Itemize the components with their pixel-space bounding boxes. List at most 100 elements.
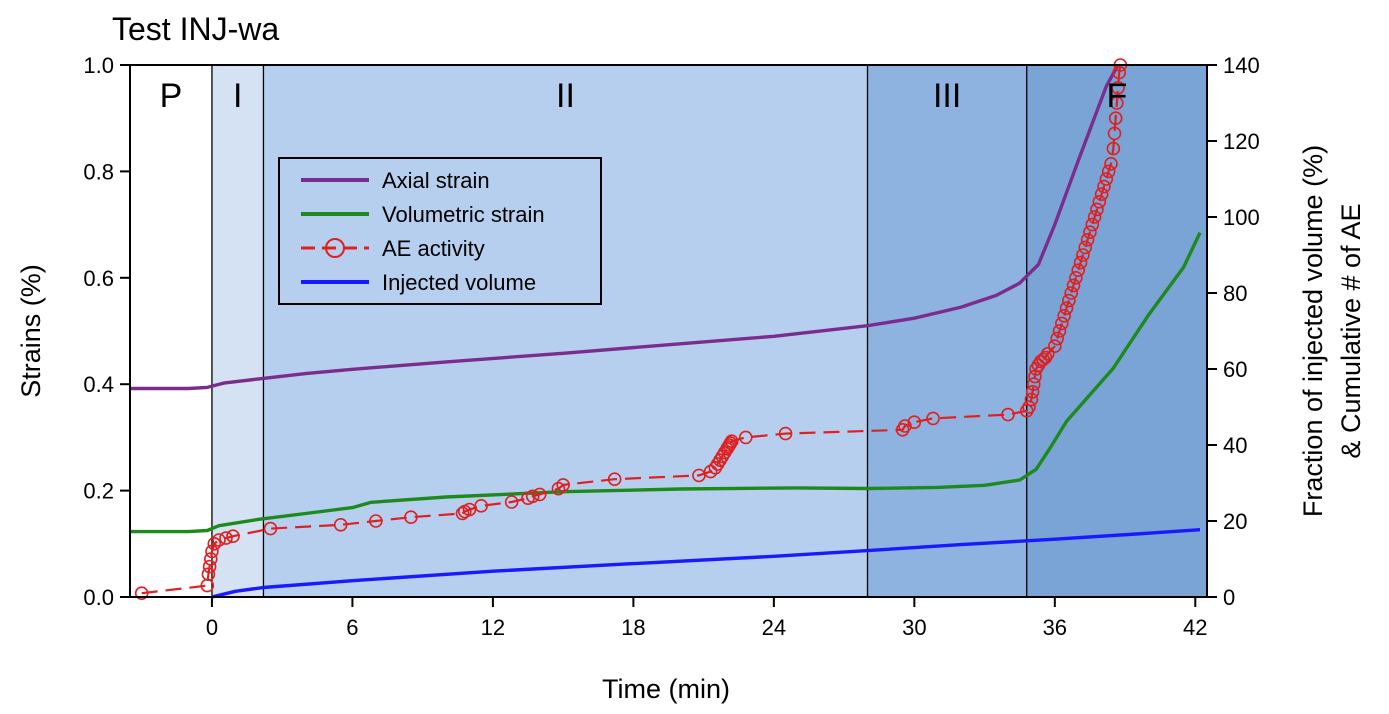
ae-point <box>219 531 233 545</box>
y2-tick-label: 0 <box>1223 585 1235 610</box>
phase-band-III <box>867 65 1027 597</box>
ae-point <box>1055 316 1069 331</box>
ae-point <box>1078 240 1093 255</box>
legend-item-injected-volume: Injected volume <box>301 270 536 295</box>
legend-item-volumetric-strain: Volumetric strain <box>301 202 545 227</box>
ae-point <box>333 517 348 532</box>
y2-tick-label: 40 <box>1223 433 1247 458</box>
ae-point <box>723 436 738 450</box>
ae-point <box>369 514 383 528</box>
y-tick-label: 0.0 <box>83 585 114 610</box>
phase-divider-layer <box>211 65 1028 597</box>
phase-label-F: F <box>1106 77 1127 115</box>
ae-point <box>1066 278 1081 293</box>
y2-tick-label: 20 <box>1223 509 1247 534</box>
phase-band-II <box>263 65 868 597</box>
legend-item-ae-activity: AE activity <box>301 236 485 261</box>
ae-point <box>212 533 226 547</box>
series-layer <box>130 58 1202 601</box>
legend-marker <box>325 238 345 258</box>
legend-label: AE activity <box>382 236 485 261</box>
ae-point <box>1108 111 1123 125</box>
axis-frame <box>129 64 1208 598</box>
ae-point <box>556 478 570 492</box>
y2-tick-label: 140 <box>1223 53 1260 78</box>
ae-point <box>1025 384 1040 399</box>
legend-label: Axial strain <box>382 168 490 193</box>
y2-tick-label: 60 <box>1223 357 1247 382</box>
phase-band-layer <box>130 65 1207 597</box>
y-axis-left: 0.0 0.2 0.4 0.6 0.8 1.0 <box>83 53 130 610</box>
ae-point <box>1052 324 1067 338</box>
ae-point <box>1111 81 1125 95</box>
ae-point <box>1040 346 1055 361</box>
x-tick-label: 36 <box>1043 615 1067 640</box>
ae-point <box>226 529 240 544</box>
ae-point <box>1064 286 1079 300</box>
y-tick-label: 0.8 <box>83 159 114 184</box>
ae-point <box>203 552 218 566</box>
ae-point <box>1062 293 1076 308</box>
series-line-axial-strain <box>130 64 1120 391</box>
x-tick-label: 12 <box>481 615 505 640</box>
phase-label-P: P <box>160 77 183 115</box>
y-tick-label: 0.6 <box>83 266 114 291</box>
phase-label-II: II <box>556 77 575 115</box>
ae-point <box>504 495 519 509</box>
ae-point <box>134 586 149 601</box>
ae-point <box>738 430 753 445</box>
ae-point <box>1057 308 1071 323</box>
series-axial-strain <box>130 64 1120 391</box>
ae-point <box>1097 179 1111 194</box>
series-ae-activity <box>134 58 1128 601</box>
ae-point <box>1050 331 1064 346</box>
ae-point <box>474 498 488 513</box>
ae-point <box>462 502 477 517</box>
ae-point <box>455 506 470 521</box>
y-axis-right-title-line2: & Cumulative # of AE <box>1336 203 1366 458</box>
ae-point <box>532 487 547 502</box>
ae-point <box>525 489 540 504</box>
x-axis-title: Time (min) <box>602 674 730 704</box>
ae-point <box>1048 339 1062 354</box>
ae-point <box>404 510 418 525</box>
ae-point <box>1076 248 1090 262</box>
ae-point <box>1033 354 1048 369</box>
legend: Axial strain Volumetric strain AE activity… <box>278 157 602 305</box>
ae-point <box>207 536 222 551</box>
ae-point <box>1069 270 1083 285</box>
x-tick-label: 6 <box>346 615 358 640</box>
series-injected-volume <box>211 528 1201 599</box>
ae-point <box>551 481 566 496</box>
ae-point <box>1059 301 1074 316</box>
x-axis: 0 6 12 18 24 30 36 42 <box>206 597 1208 640</box>
series-line-injected-volume <box>211 528 1201 599</box>
ae-point <box>1101 164 1116 179</box>
x-tick-label: 42 <box>1183 615 1207 640</box>
ae-point <box>1090 202 1104 217</box>
ae-point <box>1026 377 1041 392</box>
ae-point <box>1112 65 1127 80</box>
ae-point <box>1001 407 1015 422</box>
ae-point <box>724 434 739 449</box>
y2-tick-label: 80 <box>1223 281 1247 306</box>
y-axis-left-title: Strains (%) <box>16 264 46 398</box>
ae-point <box>692 468 706 483</box>
x-tick-label: 30 <box>902 615 926 640</box>
legend-label: Injected volume <box>382 270 536 295</box>
phase-label-III: III <box>933 77 961 115</box>
ae-point <box>1073 255 1088 270</box>
ae-point <box>1092 195 1107 209</box>
ae-point <box>703 464 718 479</box>
ae-point <box>202 559 217 574</box>
ae-point <box>926 411 940 426</box>
ae-point <box>907 415 922 430</box>
phase-band-P <box>130 65 212 597</box>
legend-item-axial-strain: Axial strain <box>301 168 490 193</box>
y-tick-label: 0.2 <box>83 479 114 504</box>
y-axis-right-title-line1: Fraction of injected volume (%) <box>1298 145 1328 517</box>
y-tick-label: 1.0 <box>83 53 114 78</box>
ae-point <box>778 426 793 441</box>
legend-label: Volumetric strain <box>382 202 545 227</box>
